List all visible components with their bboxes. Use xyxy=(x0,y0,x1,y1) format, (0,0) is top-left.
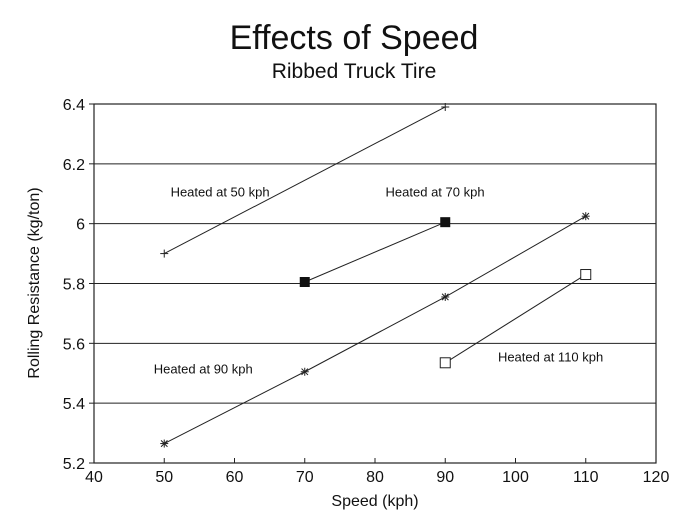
y-axis-ticks: 5.2 5.4 5.6 5.8 6 6.2 6.4 xyxy=(63,97,94,473)
point-heated-at-90-kph-110 xyxy=(581,212,590,221)
y-tick-label-5-6: 5.6 xyxy=(63,336,85,353)
point-heated-at-70-kph-90 xyxy=(440,217,451,228)
x-axis-label: Speed (kph) xyxy=(331,493,418,510)
series-heated-at-50-kph xyxy=(160,102,450,258)
series-heated-at-90-kph xyxy=(160,212,590,448)
point-heated-at-70-kph-70 xyxy=(299,277,310,288)
series-line-heated-at-90-kph xyxy=(164,215,586,444)
series-line-heated-at-50-kph xyxy=(164,106,446,255)
y-axis-label: Rolling Resistance (kg/ton) xyxy=(26,187,43,378)
series-annotations: Heated at 50 kph Heated at 70 kph Heated a… xyxy=(154,185,604,377)
x-tick-label-60: 60 xyxy=(226,469,244,486)
x-tick-label-100: 100 xyxy=(502,469,529,486)
data-series xyxy=(160,102,592,448)
x-tick-label-70: 70 xyxy=(296,469,314,486)
point-heated-at-110-kph-110 xyxy=(580,269,592,281)
x-tick-label-50: 50 xyxy=(155,469,173,486)
point-heated-at-50-kph-50 xyxy=(160,249,169,258)
x-tick-label-110: 110 xyxy=(573,469,599,486)
x-tick-label-40: 40 xyxy=(85,469,103,486)
y-tick-label-5-2: 5.2 xyxy=(63,456,85,473)
series-heated-at-70-kph xyxy=(299,217,451,288)
x-axis-ticks: 40 50 60 70 80 90 100 110 120 xyxy=(85,458,669,486)
point-heated-at-90-kph-70 xyxy=(300,367,309,376)
x-tick-label-90: 90 xyxy=(436,469,454,486)
point-heated-at-90-kph-90 xyxy=(441,292,450,301)
y-tick-label-6-2: 6.2 xyxy=(63,157,85,174)
series-line-heated-at-70-kph xyxy=(304,221,446,283)
y-tick-label-5-4: 5.4 xyxy=(63,396,85,413)
series-heated-at-110-kph xyxy=(439,269,592,369)
y-tick-label-5-8: 5.8 xyxy=(63,277,85,294)
chart-subtitle: Ribbed Truck Tire xyxy=(272,60,437,83)
series-line-heated-at-110-kph xyxy=(444,274,587,364)
chart-title: Effects of Speed xyxy=(230,19,479,57)
x-tick-label-80: 80 xyxy=(366,469,384,486)
point-heated-at-90-kph-50 xyxy=(160,439,169,448)
y-tick-label-6: 6 xyxy=(76,217,85,234)
annotation-heated-at-110-kph: Heated at 110 kph xyxy=(498,349,603,364)
gridlines xyxy=(94,163,656,404)
y-tick-label-6-4: 6.4 xyxy=(63,97,85,114)
annotation-heated-at-70-kph: Heated at 70 kph xyxy=(386,185,485,200)
point-heated-at-50-kph-90 xyxy=(441,102,450,111)
annotation-heated-at-90-kph: Heated at 90 kph xyxy=(154,361,253,376)
annotation-heated-at-50-kph: Heated at 50 kph xyxy=(171,185,270,200)
point-heated-at-110-kph-90 xyxy=(439,357,451,369)
x-tick-label-120: 120 xyxy=(643,469,670,486)
